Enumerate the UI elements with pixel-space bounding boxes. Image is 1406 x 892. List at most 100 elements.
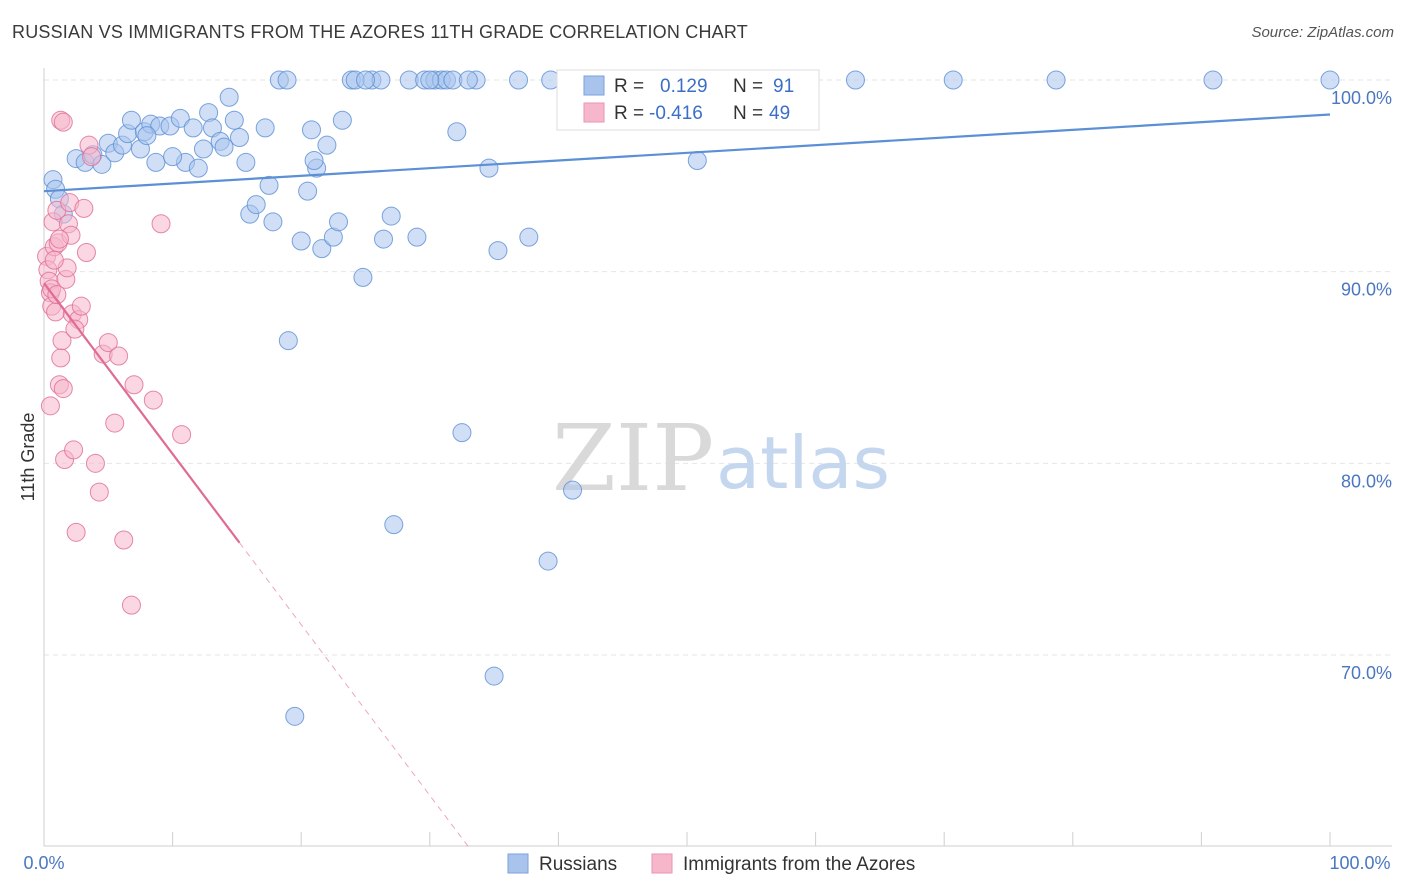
russians-point-54 [384,515,404,535]
stats-r-value-russians: 0.129 [660,76,708,97]
azores-points [37,110,192,615]
russians-point-12 [121,110,141,130]
axes [43,68,1392,847]
russians-point-83 [381,206,401,226]
russians-point-34 [259,175,279,195]
russians-point-86 [458,70,478,90]
x-tick-label-min: 0.0% [23,853,64,873]
y-tick-label-100: 100.0% [1331,88,1392,108]
russians-point-80 [1320,70,1340,90]
russians-point-27 [219,87,239,107]
azores-point-35 [114,530,134,550]
x-ticks [43,832,1331,846]
legend-swatch-russians [507,853,529,874]
chart-title: RUSSIAN VS IMMIGRANTS FROM THE AZORES 11… [12,22,748,42]
russians-point-82 [214,137,234,157]
russians-point-39 [291,231,311,251]
stats-n-value-azores: 49 [769,103,790,124]
russians-point-29 [229,128,249,147]
azores-point-42 [53,112,73,132]
russians-point-63 [452,423,472,443]
russians-point-32 [246,195,266,215]
azores-point-33 [105,413,125,433]
russians-point-22 [188,158,208,178]
azores-point-30 [89,482,109,502]
azores-point-40 [172,425,192,445]
russians-point-88 [420,70,440,90]
russians-point-43 [312,239,332,259]
azores-point-28 [82,147,102,167]
azores-point-26 [76,243,96,262]
azores-point-25 [74,198,94,218]
azores-point-12 [52,331,72,351]
russians-point-19 [170,108,190,128]
watermark-atlas: atlas [716,421,890,505]
russians-point-40 [298,181,318,201]
russians-point-16 [146,152,166,172]
russians-point-79 [1203,70,1223,90]
stats-r-value-azores: -0.416 [649,103,703,124]
russians-point-69 [538,551,558,571]
x-tick-label-max: 100.0% [1329,853,1390,873]
azores-point-44 [44,250,64,270]
stats-r-label-russians: R = [614,76,644,97]
russians-point-41 [301,120,321,140]
russians-point-84 [163,147,183,167]
legend-label-azores: Immigrants from the Azores [683,854,915,875]
russians-point-85 [277,70,297,90]
russians-point-50 [353,267,373,287]
azores-point-48 [40,396,60,416]
russians-point-87 [304,151,324,170]
trend-lines [43,113,1331,847]
series-legend: Russians Immigrants from the Azores [507,853,915,875]
russians-point-33 [255,118,275,138]
azores-point-47 [65,319,85,339]
russians-point-47 [332,110,352,130]
y-axis-title: 11th Grade [18,413,38,502]
azores-point-37 [124,375,144,395]
y-tick-labels: 100.0% 90.0% 80.0% 70.0% [1331,88,1392,683]
azores-point-46 [49,229,69,249]
russians-points [43,70,1340,726]
stats-legend: R = 0.129 N = 91 R = -0.416 N = 49 [556,69,820,131]
azores-point-22 [66,522,86,542]
russians-point-81 [484,666,504,686]
azores-point-21 [64,440,84,460]
russians-point-73 [687,151,707,170]
russians-point-68 [519,227,539,247]
azores-point-36 [121,595,141,615]
russians-point-35 [263,212,283,232]
russians-point-56 [407,227,427,247]
russians-point-28 [224,110,244,130]
source-credit: Source: ZipAtlas.com [1251,24,1394,41]
stats-n-label-azores: N = [733,103,763,124]
russians-point-90 [356,70,375,90]
legend-label-russians: Russians [539,854,617,875]
russians-point-30 [236,152,256,172]
azores-trend-line-extension [239,542,469,847]
stats-swatch-russians [583,75,605,96]
russians-point-23 [193,139,213,159]
azores-point-11 [51,348,71,368]
y-tick-label-80: 80.0% [1341,471,1392,491]
stats-n-value-russians: 91 [773,76,794,97]
azores-point-34 [109,346,129,366]
russians-point-66 [488,241,508,261]
legend-swatch-azores [651,853,673,874]
russians-point-77 [943,70,963,90]
russians-point-62 [447,122,467,142]
russians-point-21 [183,118,203,138]
russians-trend-line [43,113,1331,193]
azores-point-32 [98,333,118,353]
russians-point-89 [137,126,157,146]
azores-point-45 [47,285,67,305]
stats-swatch-azores [583,102,605,123]
russians-point-78 [1046,70,1066,90]
russians-point-37 [278,331,298,351]
russians-point-53 [374,229,394,249]
russians-point-76 [845,70,865,90]
azores-trend-line [43,282,241,544]
y-tick-label-90: 90.0% [1341,280,1392,300]
russians-point-44 [317,135,337,155]
azores-point-38 [143,390,163,410]
